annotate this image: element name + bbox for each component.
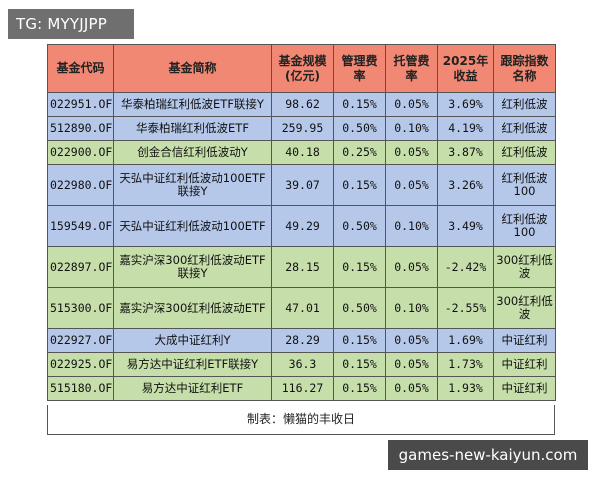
cell-name: 天弘中证红利低波动100ETF联接Y [113,164,272,206]
cell-return: -2.42% [437,246,494,288]
cell-name: 大成中证红利Y [113,328,272,353]
table-credit-footer: 制表：懒猫的丰收日 [47,405,555,435]
header-tracking-index: 跟踪指数名称 [493,44,556,93]
cell-mgmt-fee: 0.15% [333,328,386,353]
cell-mgmt-fee: 0.50% [333,116,386,141]
cell-code: 515300.OF [47,287,114,329]
cell-code: 022951.OF [47,92,114,117]
cell-scale: 47.01 [271,287,334,329]
cell-custody-fee: 0.10% [385,116,438,141]
cell-scale: 36.3 [271,352,334,377]
cell-name: 创金合信红利低波动Y [113,140,272,165]
cell-return: 1.73% [437,352,494,377]
cell-index: 中证红利 [493,328,556,353]
cell-return: 3.49% [437,205,494,247]
table-row: 022980.OF 天弘中证红利低波动100ETF联接Y 39.07 0.15%… [47,164,556,206]
cell-return: 3.26% [437,164,494,206]
cell-return: 3.87% [437,140,494,165]
cell-code: 515180.OF [47,376,114,401]
cell-custody-fee: 0.05% [385,140,438,165]
cell-code: 022897.OF [47,246,114,288]
cell-mgmt-fee: 0.15% [333,164,386,206]
cell-index: 红利低波 [493,140,556,165]
cell-scale: 116.27 [271,376,334,401]
fund-comparison-table: 基金代码 基金简称 基金规模(亿元) 管理费率 托管费率 2025年收益 跟踪指… [47,44,556,401]
cell-index: 中证红利 [493,352,556,377]
cell-scale: 98.62 [271,92,334,117]
cell-code: 022900.OF [47,140,114,165]
cell-code: 022980.OF [47,164,114,206]
table-row: 022897.OF 嘉实沪深300红利低波动ETF联接Y 28.15 0.15%… [47,246,556,288]
cell-scale: 259.95 [271,116,334,141]
cell-index: 300红利低波 [493,287,556,329]
cell-custody-fee: 0.10% [385,205,438,247]
cell-return: 1.69% [437,328,494,353]
cell-mgmt-fee: 0.15% [333,376,386,401]
cell-code: 022927.OF [47,328,114,353]
header-fund-code: 基金代码 [47,44,114,93]
cell-custody-fee: 0.05% [385,246,438,288]
cell-mgmt-fee: 0.50% [333,205,386,247]
cell-custody-fee: 0.10% [385,287,438,329]
cell-custody-fee: 0.05% [385,328,438,353]
cell-scale: 28.15 [271,246,334,288]
cell-mgmt-fee: 0.25% [333,140,386,165]
cell-scale: 28.29 [271,328,334,353]
cell-code: 512890.OF [47,116,114,141]
table-row: 515180.OF 易方达中证红利ETF 116.27 0.15% 0.05% … [47,376,556,401]
header-custody-fee: 托管费率 [385,44,438,93]
cell-index: 红利低波100 [493,205,556,247]
cell-index: 红利低波100 [493,164,556,206]
header-fund-name: 基金简称 [113,44,272,93]
cell-index: 红利低波 [493,92,556,117]
table-row: 022951.OF 华泰柏瑞红利低波ETF联接Y 98.62 0.15% 0.0… [47,92,556,117]
cell-name: 易方达中证红利ETF联接Y [113,352,272,377]
table-header-row: 基金代码 基金简称 基金规模(亿元) 管理费率 托管费率 2025年收益 跟踪指… [47,44,556,93]
cell-scale: 49.29 [271,205,334,247]
cell-custody-fee: 0.05% [385,164,438,206]
table-row: 512890.OF 华泰柏瑞红利低波ETF 259.95 0.50% 0.10%… [47,116,556,141]
cell-index: 红利低波 [493,116,556,141]
table-row: 159549.OF 天弘中证红利低波动100ETF 49.29 0.50% 0.… [47,205,556,247]
cell-name: 易方达中证红利ETF [113,376,272,401]
cell-return: 1.93% [437,376,494,401]
cell-return: -2.55% [437,287,494,329]
header-management-fee: 管理费率 [333,44,386,93]
cell-name: 嘉实沪深300红利低波动ETF [113,287,272,329]
table-row: 022925.OF 易方达中证红利ETF联接Y 36.3 0.15% 0.05%… [47,352,556,377]
cell-mgmt-fee: 0.15% [333,246,386,288]
cell-mgmt-fee: 0.50% [333,287,386,329]
cell-name: 华泰柏瑞红利低波ETF联接Y [113,92,272,117]
cell-custody-fee: 0.05% [385,92,438,117]
table-row: 515300.OF 嘉实沪深300红利低波动ETF 47.01 0.50% 0.… [47,287,556,329]
cell-code: 022925.OF [47,352,114,377]
cell-return: 4.19% [437,116,494,141]
table-row: 022900.OF 创金合信红利低波动Y 40.18 0.25% 0.05% 3… [47,140,556,165]
cell-mgmt-fee: 0.15% [333,92,386,117]
header-fund-scale: 基金规模(亿元) [271,44,334,93]
watermark-tag-top: TG: MYYJJPP [8,9,134,39]
cell-name: 嘉实沪深300红利低波动ETF联接Y [113,246,272,288]
cell-name: 天弘中证红利低波动100ETF [113,205,272,247]
cell-name: 华泰柏瑞红利低波ETF [113,116,272,141]
table-row: 022927.OF 大成中证红利Y 28.29 0.15% 0.05% 1.69… [47,328,556,353]
header-return-2025: 2025年收益 [437,44,494,93]
cell-code: 159549.OF [47,205,114,247]
cell-mgmt-fee: 0.15% [333,352,386,377]
cell-scale: 40.18 [271,140,334,165]
cell-custody-fee: 0.05% [385,376,438,401]
watermark-tag-bottom: games-new-kaiyun.com [388,440,588,470]
cell-index: 中证红利 [493,376,556,401]
cell-scale: 39.07 [271,164,334,206]
cell-custody-fee: 0.05% [385,352,438,377]
cell-index: 300红利低波 [493,246,556,288]
cell-return: 3.69% [437,92,494,117]
